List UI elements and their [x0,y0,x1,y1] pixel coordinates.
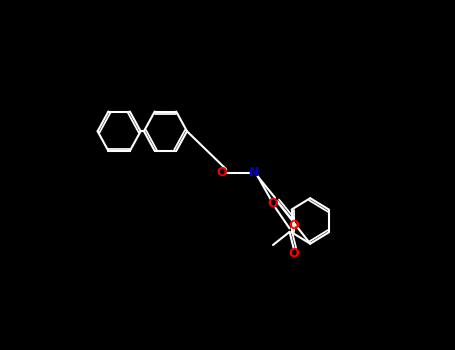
Text: O: O [216,166,227,179]
Text: O: O [288,247,299,260]
Text: O: O [268,197,278,210]
Text: N: N [249,166,259,179]
Text: O: O [288,219,299,232]
